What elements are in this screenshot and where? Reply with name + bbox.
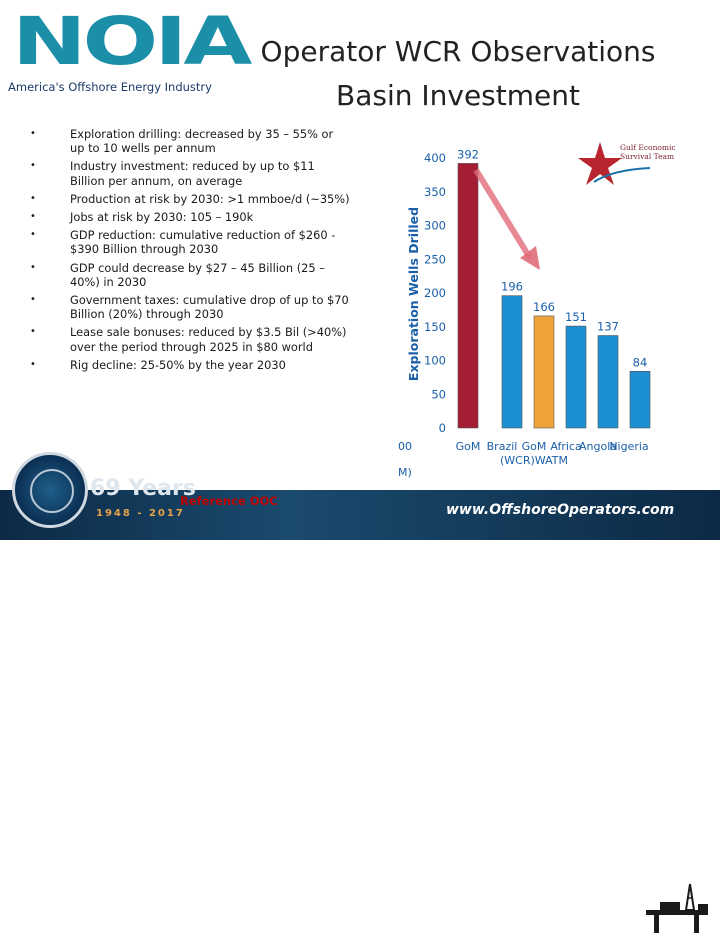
title-line-2: Basin Investment — [336, 79, 580, 112]
bullet-item: • Industry investment: reduced by up to $… — [30, 159, 350, 187]
y-tick-label: 200 — [424, 286, 446, 300]
x-tick-label: Brazil — [487, 440, 518, 453]
bullet-dot-icon: • — [30, 128, 36, 139]
bullet-text: Lease sale bonuses: reduced by $3.5 Bil … — [70, 325, 347, 354]
bar-value-label: 84 — [633, 355, 648, 369]
bullet-list: • Exploration drilling: decreased by 35 –… — [30, 127, 350, 376]
y-tick-label: 100 — [424, 354, 446, 368]
y-tick-label: 150 — [424, 320, 446, 334]
bullet-item: • Government taxes: cumulative drop of up… — [30, 293, 350, 321]
x-tick-label: Angola — [579, 440, 617, 453]
bar — [457, 163, 479, 429]
bullet-text: Jobs at risk by 2030: 105 – 190k — [70, 210, 254, 225]
y-tick-label: 300 — [424, 219, 446, 233]
bar-value-label: 151 — [565, 310, 587, 324]
anniversary-seal-icon — [12, 452, 88, 528]
y-tick-label: 350 — [424, 185, 446, 199]
y-tick-label: 50 — [431, 387, 446, 401]
y-tick-label: 400 — [424, 151, 446, 165]
x-tick-label: Africa — [550, 440, 581, 453]
bullet-dot-icon: • — [30, 294, 36, 306]
logo-tagline: America's Offshore Energy Industry — [8, 80, 212, 94]
bullet-dot-icon: • — [30, 358, 36, 370]
bullet-item: • Exploration drilling: decreased by 35 –… — [30, 127, 350, 155]
bullet-item: • Lease sale bonuses: reduced by $3.5 Bil… — [30, 325, 350, 353]
bullet-text: GDP could decrease by $27 – 45 Billion (… — [70, 260, 325, 289]
bar — [533, 315, 555, 429]
bar-value-label: 392 — [457, 147, 479, 161]
bullet-dot-icon: • — [30, 326, 36, 338]
x-tick-label: GoM — [456, 440, 481, 453]
bullet-text: Production at risk by 2030: >1 mmboe/d (… — [70, 191, 350, 206]
years-label: 69 Years — [90, 476, 196, 501]
bar — [597, 335, 619, 429]
badge-swoosh — [593, 167, 651, 183]
bar — [501, 295, 523, 429]
years-range: 1948 - 2017 — [96, 508, 185, 519]
x-tick-label: GoM (WCR)WATM — [500, 440, 568, 467]
decline-arrowhead-icon — [520, 246, 540, 270]
chart-svg: Exploration Wells Drilled 0 50 100 150 200 250… — [398, 142, 676, 479]
bullet-dot-icon: • — [30, 261, 36, 273]
bullet-item: • Production at risk by 2030: >1 mmboe/d … — [30, 192, 350, 206]
bullet-item: • GDP reduction: cumulative reduction of … — [30, 228, 350, 256]
bullet-text: Industry investment: reduced by up to $1… — [70, 159, 315, 188]
title-line-1: Operator WCR Observations — [260, 35, 656, 68]
bullet-dot-icon: • — [30, 192, 36, 204]
footer-band — [0, 490, 720, 540]
y-tick-label: 250 — [424, 252, 446, 266]
y-axis-label: Exploration Wells Drilled — [406, 207, 421, 381]
bullet-dot-icon: • — [30, 211, 36, 223]
bar-value-label: 137 — [597, 320, 619, 334]
offshore-rig-icon — [646, 883, 708, 933]
badge-text: Gulf Economic Survival Team — [620, 143, 676, 161]
bullet-text: Exploration drilling: decreased by 35 – … — [70, 127, 334, 156]
bar-value-label: 196 — [501, 280, 523, 294]
decline-arrow-line — [473, 168, 533, 260]
bullet-item: • Rig decline: 25-50% by the year 2030 — [30, 358, 350, 372]
cut-tick-label: M) — [398, 466, 412, 479]
x-tick-label: Nigeria — [609, 440, 648, 453]
bullet-text: GDP reduction: cumulative reduction of $… — [70, 228, 336, 257]
wells-drilled-chart: Exploration Wells Drilled 0 50 100 150 200 250… — [398, 130, 720, 480]
bar-value-label: 166 — [533, 300, 555, 314]
footer: 69 Years 1948 - 2017 — [0, 440, 720, 933]
bullet-item: • GDP could decrease by $27 – 45 Billion … — [30, 261, 350, 289]
bullet-dot-icon: • — [30, 229, 36, 241]
star-badge-icon — [578, 142, 622, 185]
bullet-item: • Jobs at risk by 2030: 105 – 190k — [30, 210, 350, 224]
cut-tick-label: 00 — [398, 440, 412, 453]
bar — [629, 371, 651, 429]
bullet-text: Government taxes: cumulative drop of up … — [70, 293, 349, 322]
noia-logo: NOIA America's Offshore Energy Industry — [8, 6, 252, 96]
logo-wordmark: NOIA — [12, 3, 252, 80]
y-tick-label: 0 — [439, 421, 446, 435]
seal-ring-icon — [30, 469, 74, 513]
bullet-dot-icon: • — [30, 160, 36, 172]
slide-title: Operator WCR Observations Basin Investme… — [248, 30, 668, 118]
website-link[interactable]: www.OffshoreOperators.com — [446, 502, 675, 518]
bullet-text: Rig decline: 25-50% by the year 2030 — [70, 357, 286, 372]
bar — [565, 325, 587, 429]
reference-link[interactable]: Reference OOC — [180, 494, 278, 508]
